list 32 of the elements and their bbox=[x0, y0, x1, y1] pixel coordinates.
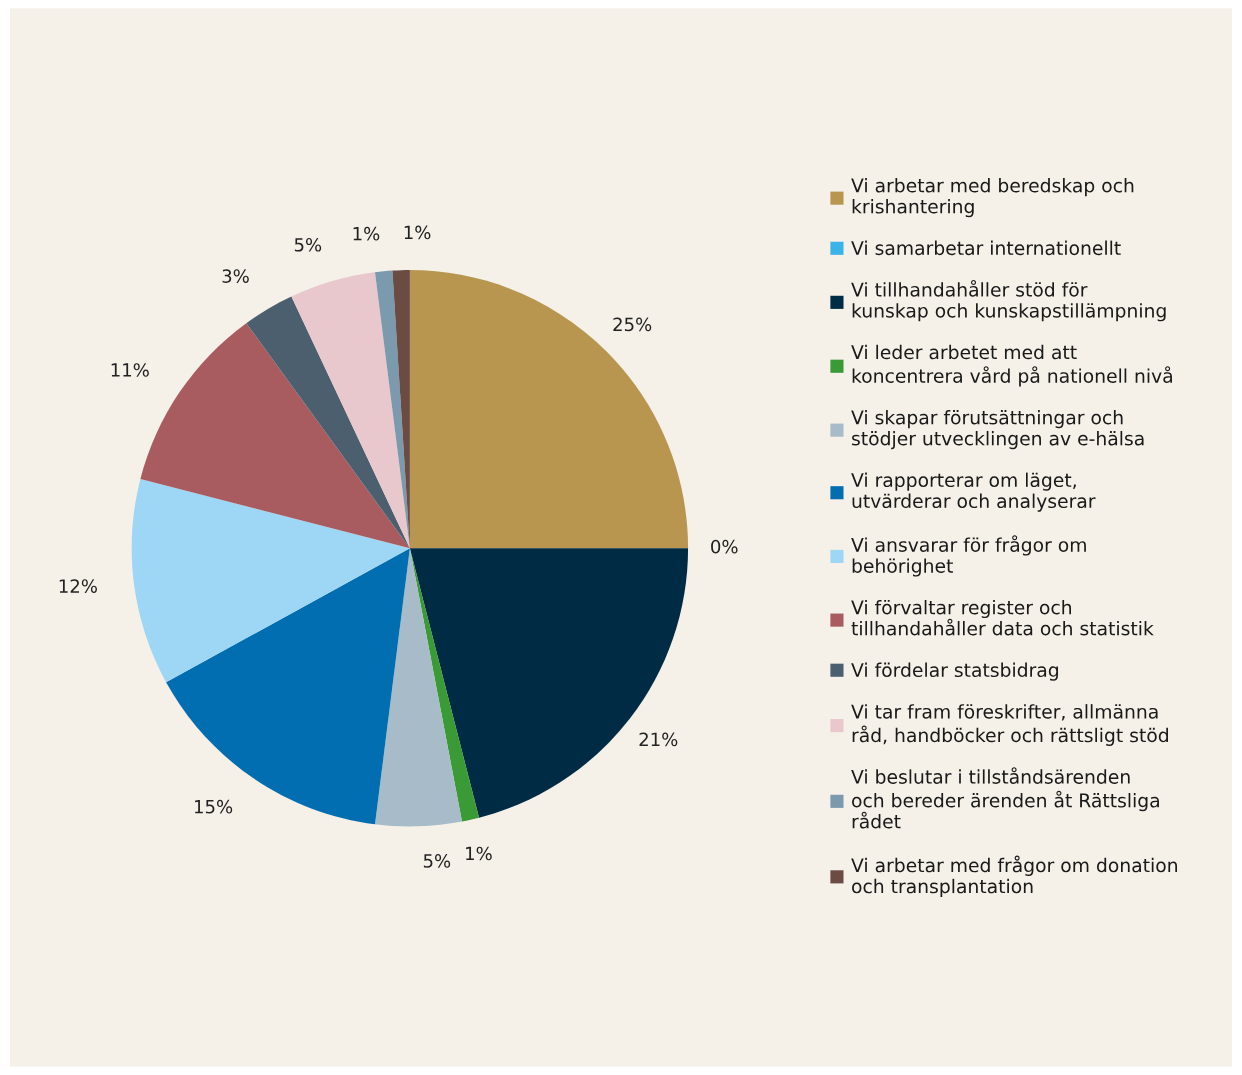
data-label: 5% bbox=[294, 237, 322, 252]
legend-label: Vi förvaltar register och tillhandahåller data och statistik bbox=[851, 599, 1154, 636]
pie-slice bbox=[374, 548, 462, 827]
data-label: 3% bbox=[222, 269, 249, 283]
data-label: 1% bbox=[353, 226, 380, 241]
pie-slice bbox=[409, 270, 689, 549]
legend-label: Vi tar fram föreskrifter, allmänna råd, handböcker och rättsligt stöd bbox=[851, 704, 1168, 746]
pie-slice bbox=[246, 296, 410, 549]
legend-label: Vi rapporterar om läget, utvärderar och analyserar bbox=[851, 472, 1096, 512]
pie-slice bbox=[131, 479, 410, 683]
legend-label: Vi skapar förutsättningar och stödjer utvecklingen av e-hälsa bbox=[851, 410, 1144, 450]
legend-label: Vi beslutar i tillståndsärenden och bereder ärenden åt Rättsliga rådet bbox=[851, 767, 1159, 829]
legend-label: Vi ansvarar för frågor om behörighet bbox=[851, 535, 1086, 577]
pie-slice bbox=[291, 272, 410, 549]
legend-label: Vi arbetar med frågor om donation och transplantation bbox=[851, 855, 1177, 897]
data-label: 25% bbox=[613, 317, 652, 332]
data-label: 12% bbox=[59, 579, 97, 593]
data-label: 15% bbox=[195, 799, 233, 814]
pie-slice bbox=[166, 548, 410, 825]
legend-label: Vi tillhandahåller stöd för kunskap och kunskapstillämpning bbox=[851, 279, 1166, 322]
data-label: 21% bbox=[639, 732, 678, 747]
pie-slice bbox=[409, 548, 480, 822]
legend-label: Vi arbetar med beredskap och krishantering bbox=[851, 178, 1134, 218]
text: 0% bbox=[711, 539, 738, 554]
data-label: 5% bbox=[423, 854, 451, 868]
data-label: 11% bbox=[111, 363, 149, 377]
pie-slice bbox=[409, 548, 689, 818]
legend-label: Vi leder arbetet med att koncentrera vård på nationell nivå bbox=[851, 344, 1172, 387]
data-label: 1% bbox=[466, 846, 492, 861]
legend-label: Vi samarbetar internationellt bbox=[851, 240, 1121, 256]
data-label: 1% bbox=[404, 225, 431, 240]
legend-label: Vi fördelar statsbidrag bbox=[851, 662, 1058, 681]
